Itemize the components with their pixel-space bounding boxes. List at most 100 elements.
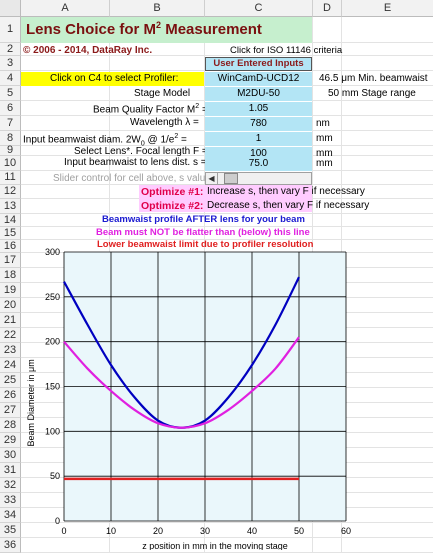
row-header-28[interactable]: 28 [0, 418, 21, 433]
row-header-31[interactable]: 31 [0, 463, 21, 478]
row-header-13[interactable]: 13 [0, 199, 21, 214]
stage-model-cell[interactable] [205, 87, 312, 101]
lens-distance-input-cell[interactable] [205, 158, 312, 171]
column-header-d[interactable]: D [313, 0, 342, 17]
row-header-34[interactable]: 34 [0, 508, 21, 523]
beamwaist-unit: mm [316, 133, 333, 144]
wavelength-input-cell[interactable] [205, 117, 312, 131]
stage-model-value[interactable]: M2DU-50 [237, 88, 280, 99]
row-header-8[interactable]: 8 [0, 131, 21, 146]
x-tick-label: 0 [61, 526, 66, 536]
user-inputs-header: User Entered Inputs [205, 57, 312, 71]
row-header-9[interactable]: 9 [0, 145, 21, 156]
profiler-prompt: Click on C4 to select Profiler: [50, 73, 179, 84]
focal-length-label: Select Lens*. Focal length F = [74, 146, 208, 157]
row-header-11[interactable]: 11 [0, 171, 21, 185]
row-header-20[interactable]: 20 [0, 298, 21, 313]
optimize-1-text: Increase s, then vary F if necessary [207, 186, 365, 197]
y-tick-label: 50 [50, 471, 60, 481]
grid-line [21, 55, 433, 56]
row-header-10[interactable]: 10 [0, 156, 21, 171]
x-tick-label: 50 [294, 526, 304, 536]
legend-red-text: Lower beamwaist limit due to profiler re… [97, 239, 314, 250]
x-tick-label: 40 [247, 526, 257, 536]
legend-blue-text: Beamwaist profile AFTER lens for your be… [102, 214, 305, 225]
row-header-27[interactable]: 27 [0, 403, 21, 418]
focal-length-input-cell[interactable] [205, 147, 312, 161]
y-tick-label: 250 [45, 292, 60, 302]
profiler-value[interactable]: WinCamD-UCD12 [217, 73, 300, 84]
grid-line [21, 239, 433, 240]
row-header-4[interactable]: 4 [0, 71, 21, 86]
row-header-36[interactable]: 36 [0, 538, 21, 553]
beamwaist-input-cell[interactable] [205, 132, 312, 146]
slider-thumb[interactable] [224, 173, 238, 184]
optimize-box [139, 185, 312, 212]
flatness-limit-line [63, 336, 300, 429]
row-header-30[interactable]: 30 [0, 448, 21, 463]
row-header-26[interactable]: 26 [0, 388, 21, 403]
profiler-select-cell[interactable] [205, 72, 312, 86]
beamwaist-value[interactable]: 1 [255, 133, 262, 144]
s-value-slider[interactable]: ◀ [205, 172, 312, 185]
chart-series [63, 276, 300, 481]
iso-criteria-link[interactable]: Click for ISO 11146 criteria [230, 45, 343, 56]
x-tick-label: 30 [200, 526, 210, 536]
row-header-32[interactable]: 32 [0, 478, 21, 493]
column-header-c[interactable]: C [205, 0, 313, 17]
row-header-18[interactable]: 18 [0, 268, 21, 283]
profiler-prompt-cell [21, 72, 204, 86]
row-header-22[interactable]: 22 [0, 328, 21, 343]
row-header-2[interactable]: 2 [0, 43, 21, 56]
row-header-23[interactable]: 23 [0, 343, 21, 358]
wavelength-label: Wavelength λ = [130, 117, 199, 128]
slider-left-arrow-icon[interactable]: ◀ [206, 173, 218, 184]
row-header-15[interactable]: 15 [0, 227, 21, 240]
grid-line [21, 226, 433, 227]
row-header-5[interactable]: 5 [0, 86, 21, 101]
page-title: Lens Choice for M2 Measurement [26, 20, 262, 38]
m2-label: Beam Quality Factor M2 = [93, 103, 208, 116]
x-tick-label: 20 [153, 526, 163, 536]
lens-distance-label: Input beamwaist to lens dist. s = [64, 157, 207, 168]
optimize-2-text: Decrease s, then vary F if necessary [207, 200, 370, 211]
row-header-7[interactable]: 7 [0, 116, 21, 131]
row-header-1[interactable]: 1 [0, 17, 21, 43]
row-header-29[interactable]: 29 [0, 433, 21, 448]
lens-distance-value[interactable]: 75.0 [248, 158, 269, 169]
row-header-16[interactable]: 16 [0, 240, 21, 253]
row-header-25[interactable]: 25 [0, 373, 21, 388]
legend-magenta-text: Beam must NOT be flatter than (below) th… [96, 227, 310, 238]
y-tick-label: 100 [45, 426, 60, 436]
m2-value[interactable]: 1.05 [248, 103, 269, 114]
stage-model-label: Stage Model [134, 88, 191, 99]
wavelength-value[interactable]: 780 [250, 118, 267, 129]
row-header-6[interactable]: 6 [0, 101, 21, 116]
grid-line [21, 522, 433, 523]
m2-input-cell[interactable] [205, 102, 312, 116]
row-header-12[interactable]: 12 [0, 185, 21, 199]
x-tick-label: 10 [106, 526, 116, 536]
column-header-a[interactable]: A [21, 0, 110, 17]
select-all-corner[interactable] [0, 0, 21, 17]
title-cell [21, 17, 312, 43]
focal-length-value[interactable]: 100 [250, 148, 267, 159]
row-header-24[interactable]: 24 [0, 358, 21, 373]
chart-y-axis-label: Beam Diameter in μm [26, 359, 36, 446]
min-beamwaist-text: 46.5 μm Min. beamwaist [319, 73, 428, 84]
row-header-21[interactable]: 21 [0, 313, 21, 328]
grid-line [21, 537, 433, 538]
column-header-e[interactable]: E [342, 0, 433, 17]
row-header-35[interactable]: 35 [0, 523, 21, 538]
grid-line [21, 213, 433, 214]
row-header-33[interactable]: 33 [0, 493, 21, 508]
column-header-b[interactable]: B [110, 0, 205, 17]
row-header-14[interactable]: 14 [0, 214, 21, 227]
row-header-19[interactable]: 19 [0, 283, 21, 298]
row-header-17[interactable]: 17 [0, 253, 21, 268]
y-tick-label: 150 [45, 382, 60, 392]
wavelength-unit: nm [316, 118, 330, 129]
row-header-3[interactable]: 3 [0, 56, 21, 71]
chart-tick-labels: 0 10 20 30 40 50 60 0 50 100 150 200 250 300 [45, 247, 351, 536]
copyright-text: © 2006 - 2014, DataRay Inc. [23, 45, 153, 56]
